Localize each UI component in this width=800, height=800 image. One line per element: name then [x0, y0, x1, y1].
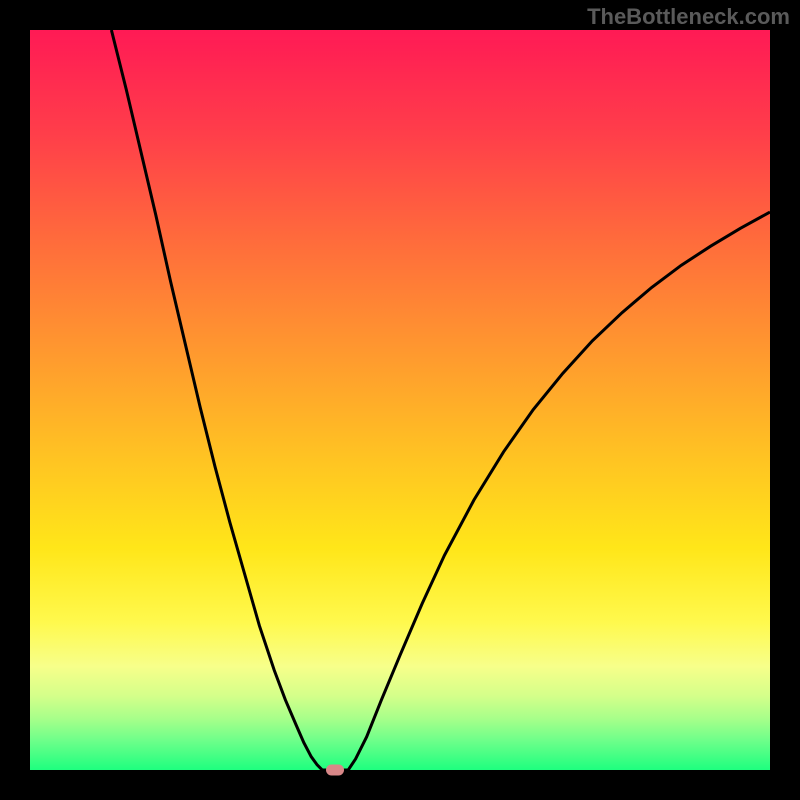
chart-container: { "watermark": { "text": "TheBottleneck.…: [0, 0, 800, 800]
watermark-text: TheBottleneck.com: [587, 4, 790, 30]
curve-path: [111, 30, 770, 770]
optimum-marker: [326, 765, 344, 776]
bottleneck-curve: [30, 30, 770, 770]
plot-area: [30, 30, 770, 770]
